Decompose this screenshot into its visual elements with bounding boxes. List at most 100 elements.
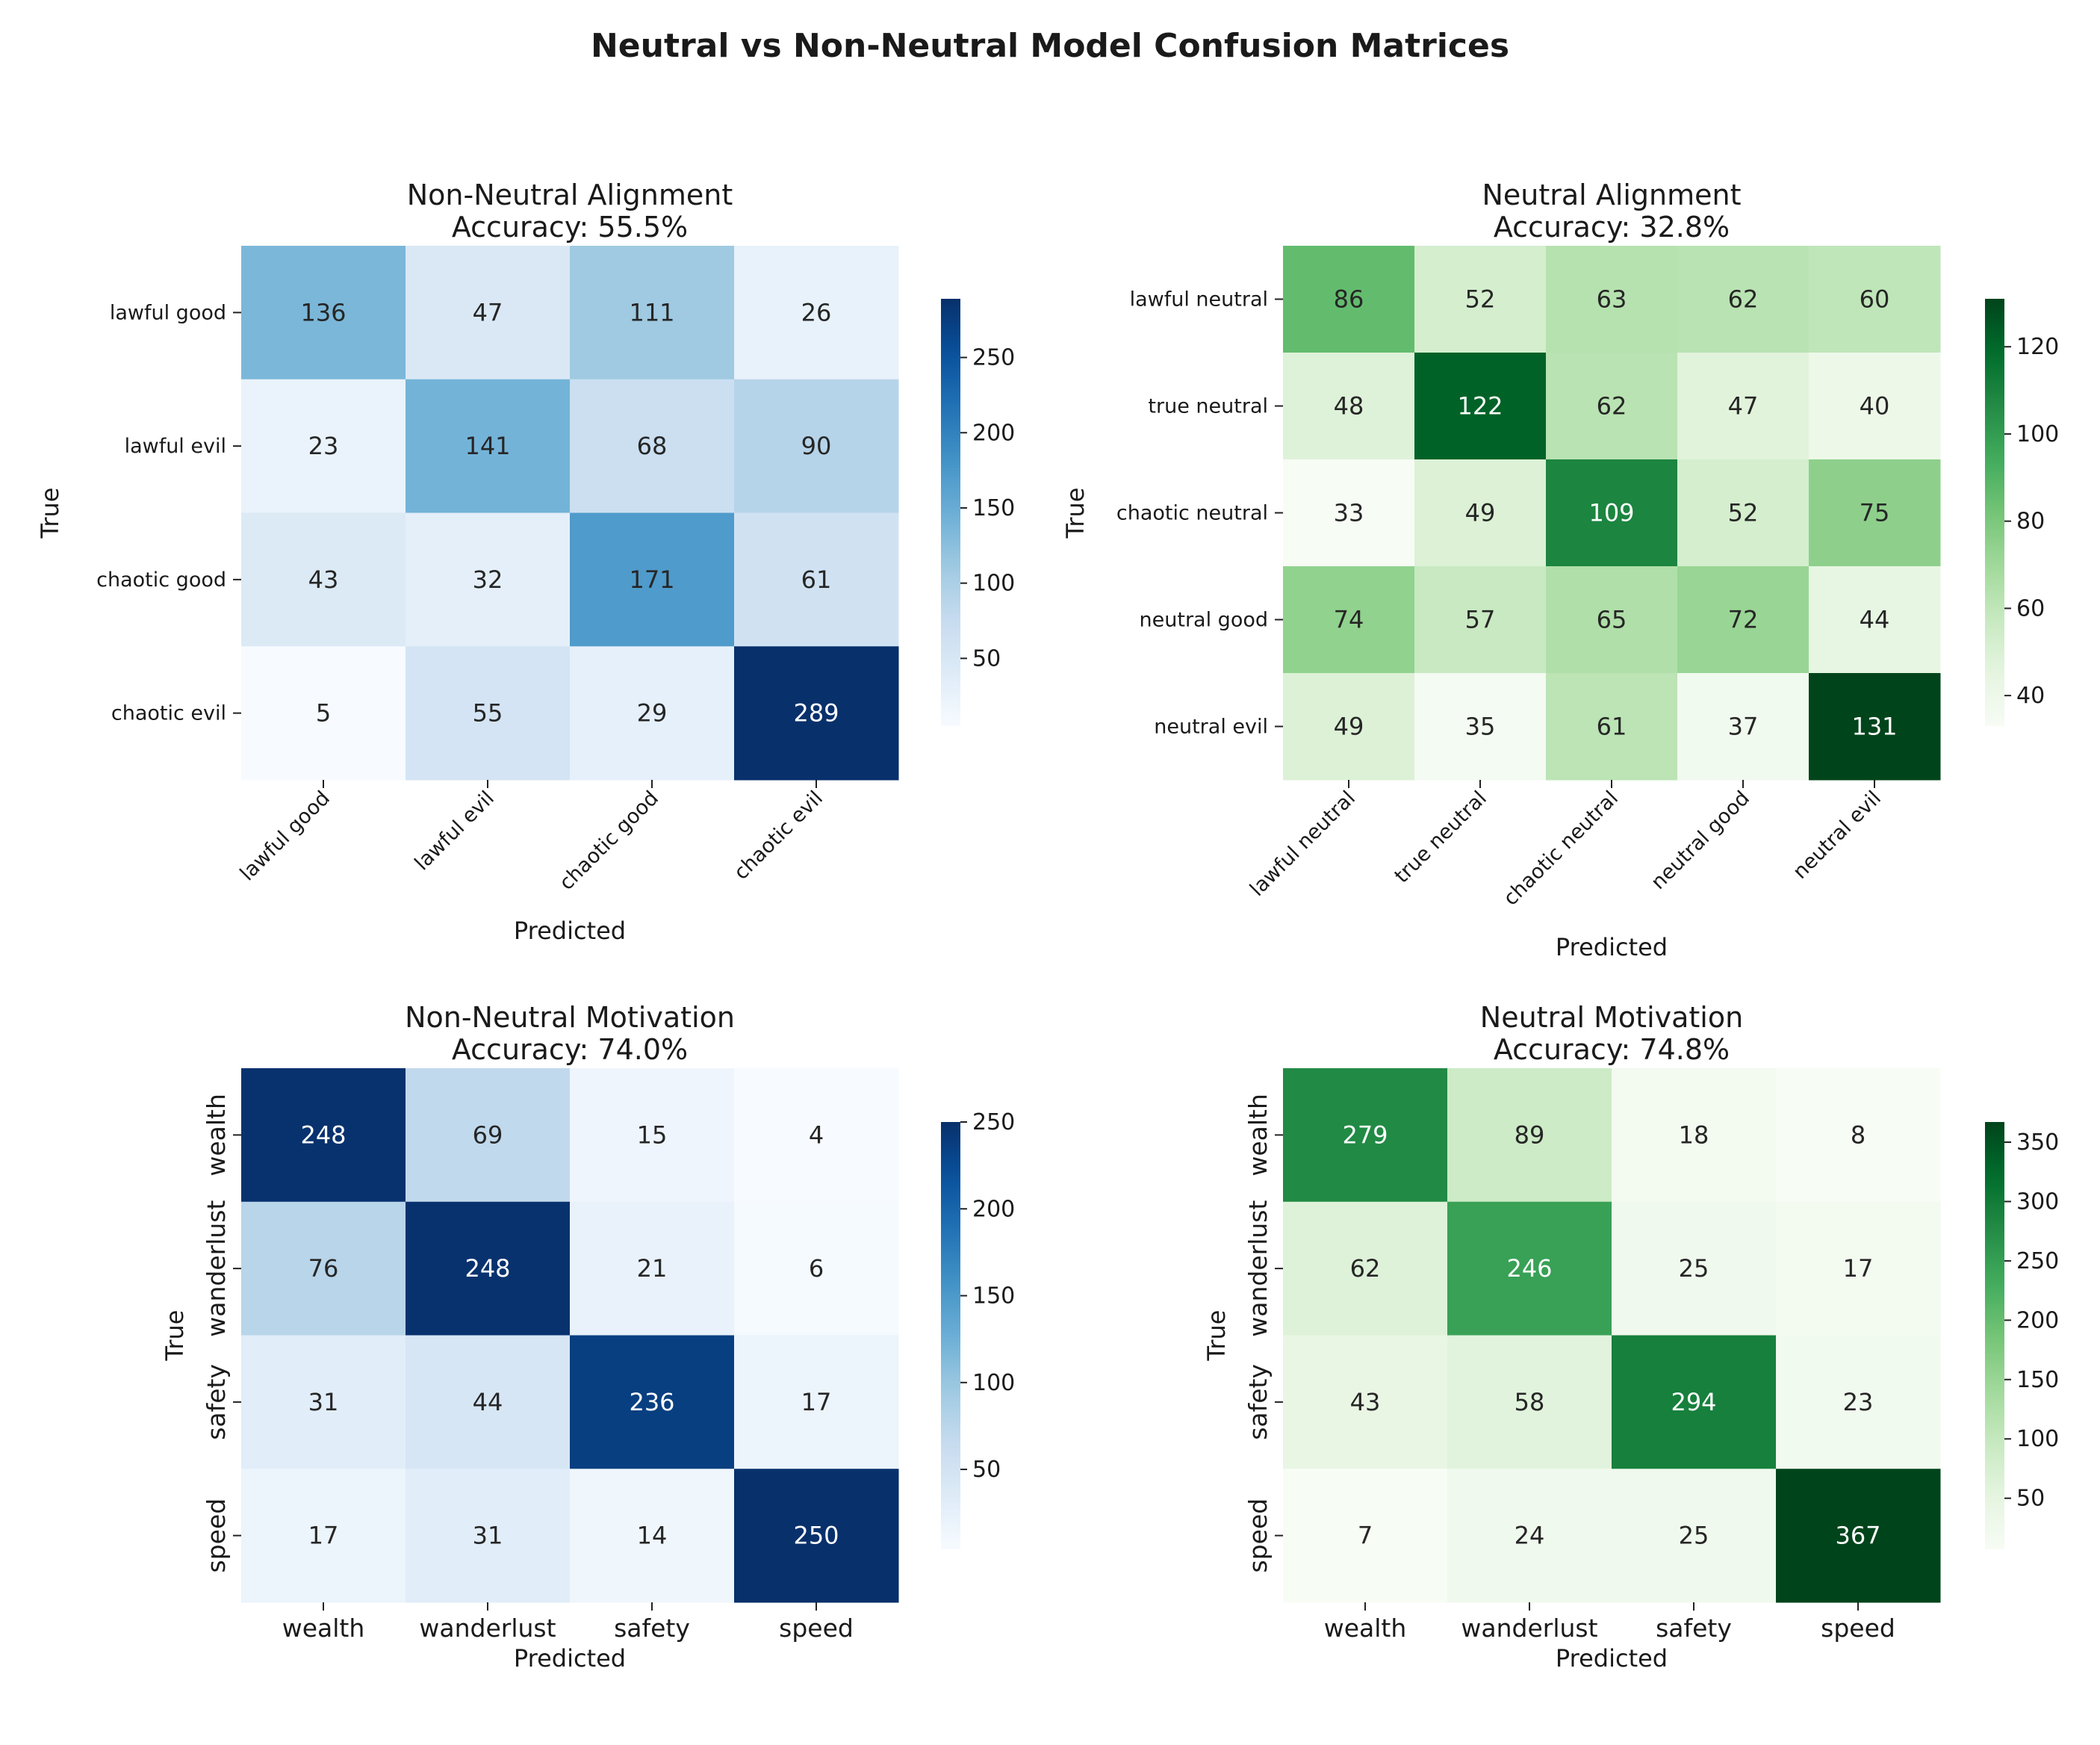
cell-value-r1-c0: 23 [308,432,339,460]
cell-value-r4-c1: 35 [1465,713,1496,741]
heatmap-cell-r3-c3 [1677,566,1809,674]
colorbar-tick-label: 120 [2016,334,2059,360]
heatmap-cell-r2-c3 [1776,1335,1941,1469]
colorbar [941,1122,960,1549]
y-tick-label-wanderlust: wanderlust [1243,1200,1273,1336]
cell-value-r4-c3: 37 [1728,713,1759,741]
heatmap-cell-r2-c0 [241,1335,406,1469]
y-tick-label-lawful-evil: lawful evil [125,435,226,458]
cell-value-r3-c4: 44 [1860,606,1890,634]
heatmap-cell-r1-c3 [1776,1201,1941,1336]
cell-value-r3-c2: 25 [1679,1522,1709,1550]
heatmap-cell-r1-c3 [734,1201,899,1336]
heatmap-cell-r3-c1 [1447,1469,1612,1603]
heatmap-cell-r4-c0 [1283,673,1415,781]
panel-accuracy: Accuracy: 74.8% [1494,1033,1730,1066]
cell-value-r0-c3: 62 [1728,285,1759,314]
heatmap-cell-r3-c3 [734,646,899,781]
cell-value-r2-c2: 171 [629,565,674,594]
cell-value-r2-c3: 17 [801,1388,832,1416]
cell-value-r1-c2: 62 [1597,392,1627,421]
heatmap-cell-r3-c1 [406,1469,571,1603]
cell-value-r0-c4: 60 [1860,285,1890,314]
cell-value-r0-c0: 279 [1342,1121,1388,1149]
y-tick-label-chaotic-evil: chaotic evil [111,702,226,725]
heatmap-cell-r0-c1 [406,246,571,380]
x-tick-label-safety: safety [1656,1614,1732,1643]
colorbar-tick-label: 100 [972,1370,1015,1396]
heatmap-cell-r0-c2 [570,246,735,380]
heatmap-cell-r0-c3 [734,246,899,380]
cell-value-r1-c3: 47 [1728,392,1759,421]
y-tick-label-lawful-good: lawful good [110,301,226,324]
cell-value-r0-c2: 15 [637,1121,668,1149]
colorbar [1985,1122,2004,1549]
cell-value-r3-c2: 29 [637,699,668,728]
colorbar-tick-label: 60 [2016,595,2045,622]
colorbar-tick-label: 50 [972,1457,1001,1483]
heatmap-cell-r1-c1 [1414,353,1547,460]
cell-value-r1-c3: 90 [801,432,832,460]
heatmap-cell-r2-c2 [570,512,735,647]
cell-value-r3-c1: 55 [473,699,503,728]
y-tick-label-chaotic-neutral: chaotic neutral [1116,502,1268,525]
cell-value-r1-c0: 76 [308,1254,339,1283]
y-tick-label-wealth: wealth [1243,1094,1273,1177]
cell-value-r1-c0: 62 [1350,1254,1381,1283]
heatmap-cell-r1-c0 [1283,1201,1448,1336]
colorbar-tick-label: 80 [2016,509,2045,535]
y-tick-label-neutral-good: neutral good [1140,609,1268,632]
cell-value-r4-c2: 61 [1597,713,1627,741]
cell-value-r3-c1: 24 [1515,1522,1545,1550]
heatmap-cell-r1-c1 [406,379,571,513]
cell-value-r1-c1: 141 [465,432,510,460]
colorbar [1985,299,2004,726]
cell-value-r2-c0: 43 [1350,1388,1381,1416]
cell-value-r4-c0: 49 [1334,713,1364,741]
cell-value-r2-c2: 236 [629,1388,674,1416]
heatmap-cell-r1-c2 [1546,353,1678,460]
heatmap-cell-r2-c2 [570,1335,735,1469]
heatmap-cell-r0-c2 [1546,246,1678,353]
heatmap-cell-r4-c2 [1546,673,1678,781]
cell-value-r1-c2: 21 [637,1254,668,1283]
heatmap-cell-r1-c2 [570,1201,735,1336]
y-tick-label-speed: speed [202,1498,231,1573]
cell-value-r0-c2: 18 [1679,1121,1709,1149]
colorbar-tick-label: 150 [2016,1367,2059,1393]
colorbar [941,299,960,726]
colorbar-tick-label: 200 [972,1196,1015,1222]
heatmap-cell-r0-c0 [241,246,406,380]
heatmap-cell-r2-c3 [734,1335,899,1469]
cell-value-r4-c4: 131 [1851,713,1897,741]
cell-value-r3-c1: 57 [1465,606,1496,634]
cell-value-r0-c1: 89 [1515,1121,1545,1149]
heatmap-cell-r2-c0 [1283,1335,1448,1469]
heatmap-cell-r3-c0 [1283,1469,1448,1603]
heatmap-cell-r2-c1 [406,512,571,647]
cell-value-r2-c1: 49 [1465,499,1496,527]
heatmap-cell-r4-c3 [1677,673,1809,781]
colorbar-tick-label: 250 [2016,1248,2059,1274]
cell-value-r1-c2: 68 [637,432,668,460]
cell-value-r2-c2: 109 [1588,499,1634,527]
y-axis-label: True [1202,1310,1231,1362]
x-axis-label: Predicted [1556,933,1668,961]
cell-value-r1-c1: 248 [465,1254,510,1283]
colorbar-tick-label: 150 [972,1283,1015,1309]
panel-title: Non-Neutral Alignment [407,179,733,211]
panel-title: Neutral Motivation [1480,1001,1743,1034]
cell-value-r3-c1: 31 [473,1522,503,1550]
heatmap-cell-r2-c3 [1677,459,1809,567]
heatmap-cell-r0-c2 [570,1068,735,1203]
colorbar-tick-label: 250 [972,345,1015,371]
x-tick-label-wanderlust: wanderlust [1461,1614,1597,1643]
cell-value-r1-c1: 122 [1457,392,1503,421]
y-tick-label-lawful-neutral: lawful neutral [1130,288,1268,312]
heatmap-cell-r2-c2 [1612,1335,1777,1469]
cell-value-r0-c3: 8 [1851,1121,1866,1149]
heatmap-cell-r3-c3 [734,1469,899,1603]
panel-accuracy: Accuracy: 74.0% [452,1033,688,1066]
heatmap-cell-r3-c2 [570,1469,735,1603]
